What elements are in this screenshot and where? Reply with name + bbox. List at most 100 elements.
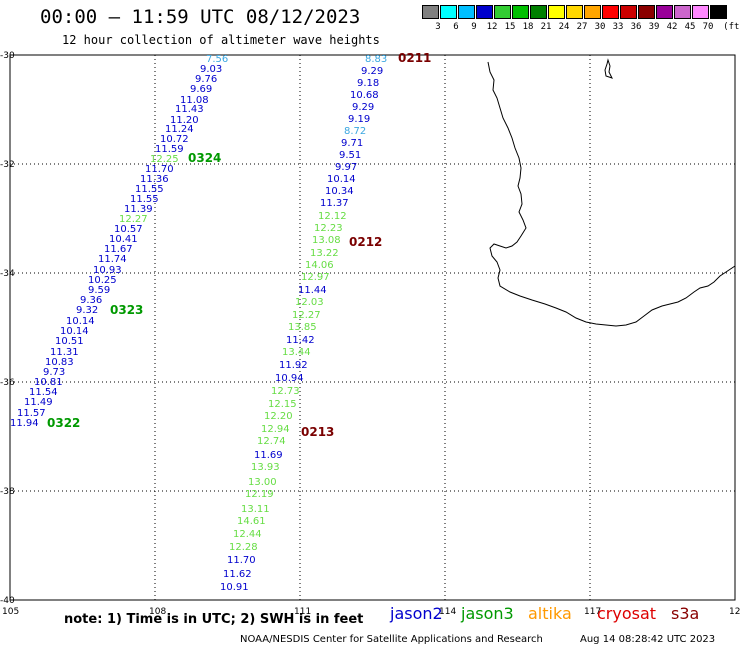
wave-height-value: 9.18 [357,78,379,89]
wave-height-value: 9.03 [200,64,222,75]
legend-swatch [566,5,583,19]
credit-line: NOAA/NESDIS Center for Satellite Applica… [240,634,543,645]
wave-height-values: 7.569.039.769.6911.0811.4311.2011.2410.7… [10,51,431,593]
map-title: 00:00 – 11:59 UTC 08/12/2023 [40,6,361,28]
wave-height-value: 11.24 [165,124,194,135]
satellite-name: jason2 [390,604,443,623]
legend-swatch [512,5,529,19]
wave-height-value: 10.14 [327,174,356,185]
wave-height-value: 10.14 [66,316,95,327]
lon-tick-label: 105 [2,607,19,617]
legend-swatch [440,5,457,19]
legend-label: 9 [471,22,477,32]
legend-swatch [458,5,475,19]
wave-height-value: 12.20 [264,411,293,422]
legend-label: 12 [486,22,498,32]
wave-height-value: 10.51 [55,336,84,347]
wave-height-value: 12.12 [318,211,347,222]
satellite-name: jason3 [461,604,514,623]
wave-height-value: 9.19 [348,114,370,125]
wave-height-value: 11.55 [130,194,159,205]
wave-height-value: 11.70 [145,164,174,175]
wave-height-value: 7.56 [206,54,228,65]
wave-height-value: 11.43 [175,104,204,115]
wave-height-value: 9.76 [195,74,217,85]
legend-swatch [602,5,619,19]
lat-tick-label: -38 [0,487,15,497]
legend-label: 36 [630,22,642,32]
wave-height-value: 10.25 [88,275,117,286]
wave-height-value: 11.31 [50,347,79,358]
legend-swatch [710,5,727,19]
wave-height-value: 11.36 [140,174,169,185]
legend-swatch [422,5,439,19]
legend-swatch [692,5,709,19]
wave-height-value: 12.15 [268,399,297,410]
wave-height-value: 10.14 [60,326,89,337]
wave-height-value: 9.32 [76,305,98,316]
map-subtitle: 12 hour collection of altimeter wave hei… [62,33,380,47]
wave-height-value: 11.59 [155,144,184,155]
wave-height-value: 8.83 [365,54,387,65]
legend-unit: (ft) [723,22,740,32]
legend-swatch [530,5,547,19]
wave-height-value: 9.51 [339,150,361,161]
legend-label: 15 [504,22,516,32]
lon-tick-label: 117 [584,607,601,617]
wave-height-value: 11.57 [17,408,46,419]
wave-height-value: 11.92 [279,360,308,371]
wave-height-value: 11.44 [298,285,327,296]
legend-swatch [620,5,637,19]
wave-height-value: 11.20 [170,115,199,126]
wave-height-value: 12.44 [233,529,262,540]
legend-swatch [494,5,511,19]
wave-height-value: 11.08 [180,95,209,106]
wave-height-value: 13.08 [312,235,341,246]
wave-height-value: 8.72 [344,126,366,137]
wave-height-value: 10.68 [350,90,379,101]
legend-swatch [656,5,673,19]
legend-swatch [476,5,493,19]
wave-height-value: 11.94 [10,418,39,429]
wave-height-value: 9.36 [80,295,102,306]
lat-tick-label: -32 [0,160,15,170]
footnote: note: 1) Time is in UTC; 2) SWH is in fe… [64,612,364,627]
wave-height-value: 12.74 [257,436,286,447]
wave-height-value: 10.91 [220,582,249,593]
wave-height-value: 11.74 [98,254,127,265]
wave-height-value: 9.59 [88,285,110,296]
wave-height-value: 14.06 [305,260,334,271]
wave-height-value: 11.55 [135,184,164,195]
satellite-name: altika [528,604,572,623]
wave-height-value: 9.29 [361,66,383,77]
legend-label: 30 [594,22,606,32]
wave-height-value: 10.81 [34,377,63,388]
wave-height-value: 12.28 [229,542,258,553]
wave-height-value: 12.97 [301,272,330,283]
wave-height-value: 13.00 [248,477,277,488]
wave-height-value: 10.41 [109,234,138,245]
wave-height-value: 11.49 [24,397,53,408]
wave-height-value: 10.94 [275,373,304,384]
lat-tick-label: -40 [0,596,15,606]
generated-timestamp: Aug 14 08:28:42 UTC 2023 [580,634,716,645]
wave-height-value: 11.69 [254,450,283,461]
legend-label: 24 [558,22,570,32]
legend-label: 70 [702,22,714,32]
wave-height-value: 11.62 [223,569,252,580]
lat-tick-label: -36 [0,378,15,388]
wave-height-value: 12.19 [245,489,274,500]
lon-tick-label: 108 [149,607,166,617]
wave-height-value: 10.72 [160,134,189,145]
wave-height-value: 10.93 [93,265,122,276]
legend-label: 39 [648,22,660,32]
map-frame [9,54,736,601]
wave-height-value: 11.54 [29,387,58,398]
wave-height-value: 11.70 [227,555,256,566]
legend-label: 42 [666,22,678,32]
wave-height-value: 12.23 [314,223,343,234]
legend-label: 18 [522,22,534,32]
wave-height-value: 9.73 [43,367,65,378]
legend-swatch [674,5,691,19]
pass-label: 0324 [188,151,221,165]
